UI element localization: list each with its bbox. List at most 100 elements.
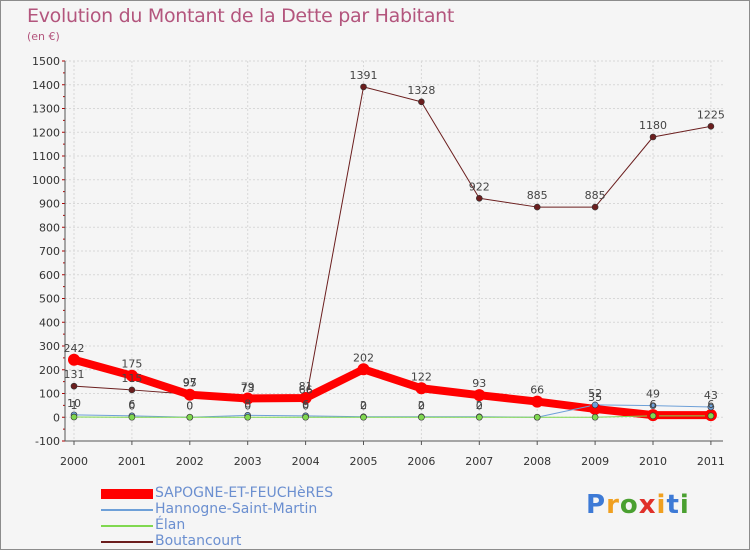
data-point (418, 413, 425, 421)
data-point (531, 395, 544, 408)
data-point (415, 382, 428, 395)
x-tick-label: 2008 (523, 455, 551, 468)
data-label: 66 (530, 384, 544, 397)
data-label: 242 (64, 342, 85, 355)
data-label: 2 (418, 399, 425, 412)
x-tick-label: 2010 (639, 455, 667, 468)
y-tick-label: 100 (39, 388, 60, 401)
data-label: 2 (360, 399, 367, 412)
legend-label-boutancourt: Boutancourt (155, 533, 242, 549)
series-line-0 (70, 355, 715, 420)
data-point (299, 392, 312, 405)
data-label: 1391 (350, 69, 378, 82)
data-label: 1225 (697, 108, 725, 121)
data-point (70, 413, 78, 421)
y-tick-label: -100 (35, 435, 60, 448)
legend-swatch-sapogne (101, 489, 153, 499)
data-point (70, 382, 78, 390)
data-label: 0 (360, 399, 367, 412)
y-tick-label: 1500 (32, 55, 60, 68)
data-label: 0 (186, 399, 193, 412)
y-tick-label: 500 (39, 293, 60, 306)
x-tick-label: 2003 (234, 455, 262, 468)
data-point (360, 413, 367, 421)
data-label: 93 (472, 377, 486, 390)
data-label: 202 (353, 351, 374, 364)
data-point (418, 98, 425, 106)
legend-swatch-hannogne (101, 509, 153, 511)
data-label: 0 (302, 399, 309, 412)
data-label: 8 (244, 397, 251, 410)
data-label: 0 (244, 399, 251, 412)
data-label: 6 (707, 398, 714, 411)
data-label: 6 (650, 398, 657, 411)
y-tick-label: 700 (39, 245, 60, 258)
data-point (591, 203, 599, 211)
y-tick-label: 1200 (32, 126, 60, 139)
data-label: 115 (121, 372, 142, 385)
data-point (649, 133, 657, 141)
y-tick-label: 1300 (32, 103, 60, 116)
data-label: 131 (64, 368, 85, 381)
legend-label-sapogne: SAPOGNE-ET-FEUCHèRES (155, 485, 334, 501)
data-label: 0 (128, 399, 135, 412)
data-label: 885 (585, 189, 606, 202)
x-tick-label: 2001 (118, 455, 146, 468)
data-point (533, 413, 541, 421)
data-label: 66 (299, 384, 313, 397)
data-label: 43 (704, 389, 718, 402)
legend-label-elan: Élan (155, 517, 186, 533)
data-point (128, 413, 136, 421)
data-label: 122 (411, 370, 432, 383)
data-point (591, 401, 599, 409)
data-label: 49 (646, 388, 660, 401)
data-point (533, 203, 541, 211)
y-tick-label: 300 (39, 340, 60, 353)
data-label: 1 (71, 399, 78, 412)
series-line-2 (73, 415, 712, 418)
data-label: 6 (128, 398, 135, 411)
data-point (241, 392, 254, 405)
data-point (68, 353, 80, 366)
data-label: 922 (469, 180, 490, 193)
data-label: 0 (476, 399, 483, 412)
data-point (707, 403, 715, 411)
data-label: 2 (476, 399, 483, 412)
data-point (707, 123, 715, 130)
x-tick-label: 2009 (581, 455, 609, 468)
data-label: 79 (241, 380, 255, 393)
y-tick-label: 400 (39, 316, 60, 329)
data-label: 885 (527, 189, 548, 202)
data-point (183, 388, 196, 401)
logo-letter: i (656, 490, 667, 520)
data-point (360, 83, 367, 91)
y-tick-label: 900 (39, 198, 60, 211)
proxiti-logo: Proxiti (586, 490, 690, 520)
x-tick-label: 2006 (407, 455, 435, 468)
data-point (707, 412, 715, 420)
data-label: 35 (588, 391, 602, 404)
y-tick-label: 0 (53, 411, 60, 424)
legend-label-hannogne: Hannogne-Saint-Martin (155, 501, 318, 517)
data-label: 1180 (639, 119, 667, 132)
logo-letter: i (679, 490, 690, 520)
chart-title: Evolution du Montant de la Dette par Hab… (27, 5, 455, 27)
y-tick-label: 1400 (32, 79, 60, 92)
x-tick-label: 2004 (292, 455, 320, 468)
data-point (357, 363, 370, 376)
data-label: 52 (588, 387, 602, 400)
data-point (128, 386, 136, 394)
data-point (649, 402, 657, 409)
data-label: 1328 (407, 84, 435, 97)
logo-letter: x (638, 490, 657, 520)
y-tick-label: 1100 (32, 150, 60, 163)
logo-letter: o (619, 490, 639, 520)
y-tick-label: 1000 (32, 174, 60, 187)
legend-swatch-elan (101, 525, 153, 527)
data-point (186, 413, 194, 421)
y-tick-label: 800 (39, 221, 60, 234)
x-tick-label: 2000 (60, 455, 88, 468)
data-label: 10 (67, 397, 81, 410)
